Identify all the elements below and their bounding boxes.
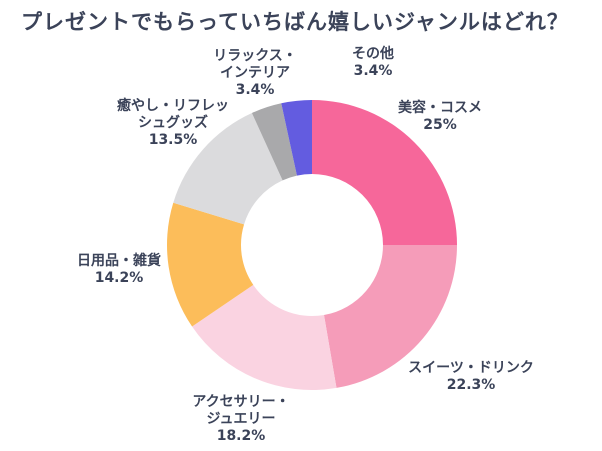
- slice-pct: 3.4%: [353, 63, 393, 79]
- slice-label-line: アクセサリー・: [192, 394, 290, 410]
- slice-label-line: 日用品・雑貨: [77, 253, 161, 269]
- slice-daily-goods: [167, 202, 254, 327]
- slice-label-line: ジュエリー: [206, 411, 276, 427]
- slice-pct: 3.4%: [235, 82, 275, 98]
- slice-sweets-drink: [323, 245, 457, 388]
- slice-pct: 14.2%: [94, 270, 144, 286]
- slice-label-line: シュグッズ: [138, 115, 208, 131]
- slice-label-line: その他: [352, 46, 394, 62]
- slice-label-line: リラックス・: [213, 48, 297, 64]
- slice-label-line: 美容・コスメ: [398, 100, 482, 116]
- slice-label-line: 癒やし・リフレッ: [117, 98, 229, 114]
- slice-pct: 18.2%: [216, 428, 266, 444]
- slice-label-healing-refresh: 癒やし・リフレッ シュグッズ 13.5%: [117, 98, 229, 149]
- slice-pct: 25%: [423, 117, 457, 133]
- slice-relax-interior: [251, 103, 297, 181]
- slice-label-other: その他 3.4%: [352, 46, 394, 80]
- slice-label-line: スイーツ・ドリンク: [408, 360, 534, 376]
- chart-title: プレゼントでもらっていちばん嬉しいジャンルはどれ？: [21, 10, 569, 34]
- slice-healing-refresh: [173, 113, 283, 225]
- slice-label-line: インテリア: [220, 65, 290, 81]
- slice-pct: 13.5%: [148, 132, 198, 148]
- slice-label-beauty-cosme: 美容・コスメ 25%: [398, 100, 482, 134]
- slice-label-daily-goods: 日用品・雑貨 14.2%: [77, 253, 161, 287]
- slice-other: [281, 100, 312, 176]
- slice-pct: 22.3%: [446, 377, 496, 393]
- slice-label-sweets-drink: スイーツ・ドリンク 22.3%: [408, 360, 534, 394]
- slice-label-relax-interior: リラックス・ インテリア 3.4%: [213, 48, 297, 99]
- slice-label-accessory-jewelry: アクセサリー・ ジュエリー 18.2%: [192, 394, 289, 445]
- slice-accessory-jewelry: [192, 284, 337, 391]
- slice-beauty-cosme: [312, 100, 457, 245]
